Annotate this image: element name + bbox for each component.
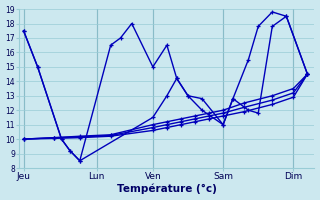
X-axis label: Température (°c): Température (°c) bbox=[117, 184, 217, 194]
